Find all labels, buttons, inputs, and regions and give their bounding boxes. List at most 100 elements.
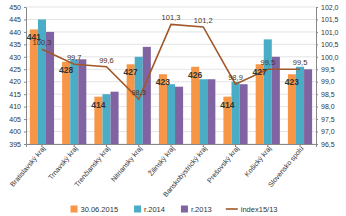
tick-mark (24, 132, 26, 133)
bar (231, 82, 239, 144)
tick-label: Trnavský kraj (47, 144, 80, 181)
tick-mark (316, 69, 318, 70)
tick-label: 420 (9, 78, 21, 85)
tick: 96,5 (316, 141, 335, 148)
bar (111, 92, 119, 144)
bar (264, 39, 272, 144)
tick-label: 405 (9, 116, 21, 123)
tick: 99,0 (316, 78, 335, 85)
tick: 97,5 (316, 116, 335, 123)
tick: Banskobystrický kraj (162, 144, 209, 199)
tick: 400 (9, 128, 26, 135)
tick-label: Slovensko spolu (267, 145, 306, 189)
tick: 395 (9, 141, 26, 148)
tick-label: 395 (9, 141, 21, 148)
tick-label: Nitriansky kraj (110, 144, 145, 183)
tick: 445 (9, 16, 26, 23)
tick-label: 100,0 (321, 54, 339, 61)
tick-label: 99,5 (321, 66, 335, 73)
data-label: 100,3 (33, 38, 52, 47)
tick-label: 101,0 (321, 29, 339, 36)
tick-mark (24, 82, 26, 83)
axis-line (26, 8, 27, 145)
tick-mark (24, 94, 26, 95)
tick-label: 98,5 (321, 91, 335, 98)
tick: Bratislavský kraj (9, 144, 48, 189)
legend: 30.06.2015 r.2014 r.2013 index15/13 (71, 205, 278, 214)
marks (30, 19, 312, 144)
tick-label: 101,5 (321, 16, 339, 23)
data-label: 99,5 (260, 58, 275, 67)
data-label: 414 (220, 100, 234, 110)
tick: 100,5 (316, 41, 339, 48)
legend-item: index15/13 (226, 205, 278, 214)
tick-label: 435 (9, 41, 21, 48)
tick: Košický kraj (243, 144, 273, 178)
data-label: 423 (285, 77, 299, 87)
data-label: 98,9 (228, 73, 243, 82)
tick-label: Prešovský kraj (206, 144, 242, 184)
legend-swatch (71, 206, 78, 213)
tick-mark (316, 32, 318, 33)
tick: Nitriansky kraj (110, 144, 145, 184)
data-label: 98,3 (131, 88, 146, 97)
tick-mark (316, 144, 318, 145)
bar-series (38, 19, 304, 144)
line (42, 24, 300, 99)
tick-mark (24, 144, 26, 145)
data-label: 99,5 (293, 58, 308, 67)
bar (240, 84, 248, 144)
data-label: 428 (59, 65, 73, 75)
tick-label: 99,0 (321, 78, 335, 85)
tick-mark (316, 132, 318, 133)
legend-item: r.2013 (181, 205, 212, 214)
tick-label: 415 (9, 91, 21, 98)
bar-series (30, 29, 296, 144)
tick-label: Bratislavský kraj (9, 144, 48, 188)
tick: 415 (9, 91, 26, 98)
tick-mark (316, 119, 318, 120)
tick-label: 96,5 (321, 141, 335, 148)
bar (78, 59, 86, 144)
tick-label: Banskobystrický kraj (162, 144, 209, 198)
tick-label: 425 (9, 66, 21, 73)
tick-label: Trenčiansky kraj (73, 144, 112, 188)
tick-mark (24, 7, 26, 8)
legend-item: 30.06.2015 (71, 205, 119, 214)
tick: Žilinský kraj (146, 144, 177, 178)
tick-label: 98,0 (321, 103, 335, 110)
tick-label: 445 (9, 16, 21, 23)
tick: 405 (9, 116, 26, 123)
tick: 101,0 (316, 29, 339, 36)
tick-mark (316, 57, 318, 58)
axis-line (316, 8, 317, 145)
tick-label: 400 (9, 128, 21, 135)
tick-mark (316, 19, 318, 20)
data-label: 426 (188, 70, 202, 80)
grid-line (26, 44, 316, 45)
bar (304, 69, 312, 144)
tick-mark (24, 119, 26, 120)
tick-label: 440 (9, 29, 21, 36)
plot: Bratislavský krajTrnavský krajTrenčiansk… (9, 4, 339, 199)
tick-mark (24, 107, 26, 108)
tick: 410 (9, 103, 26, 110)
y-axis: 395 400 405 410 415 420 425 430 435 440 445 450 (9, 4, 26, 148)
tick: 98,5 (316, 91, 335, 98)
tick: 99,5 (316, 66, 335, 73)
tick: 420 (9, 78, 26, 85)
tick-mark (24, 57, 26, 58)
tick-label: 450 (9, 4, 21, 11)
tick: Trnavský kraj (47, 144, 80, 182)
tick-mark (24, 69, 26, 70)
grid-line (26, 7, 316, 8)
data-label: 427 (124, 67, 138, 77)
legend-label: r.2014 (144, 205, 165, 214)
tick-label: 430 (9, 54, 21, 61)
tick: 102,0 (316, 4, 339, 11)
chart: Bratislavský krajTrnavský krajTrenčiansk… (0, 0, 346, 216)
legend-label: r.2013 (191, 205, 212, 214)
tick: 450 (9, 4, 26, 11)
data-label: 99,7 (67, 53, 82, 62)
legend-swatch (134, 206, 141, 213)
